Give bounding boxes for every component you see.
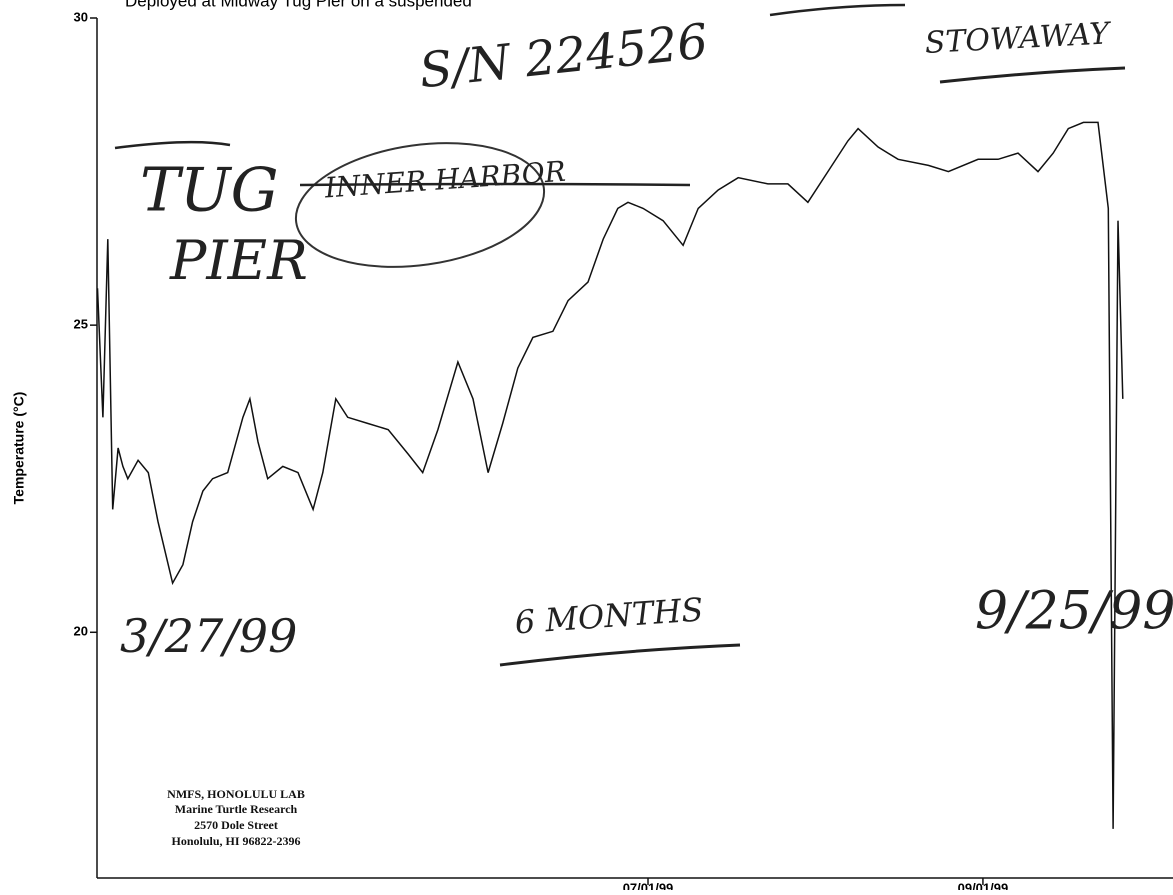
handwritten-note: INNER HARBOR xyxy=(323,155,567,205)
lab-address-line: 2570 Dole Street xyxy=(194,818,278,832)
handwritten-note: 9/25/99 xyxy=(975,582,1173,642)
x-tick-label: 07/01/99 xyxy=(623,880,674,890)
handwritten-note: PIER xyxy=(169,229,308,292)
x-tick-label: 09/01/99 xyxy=(958,880,1009,890)
lab-address-line: Honolulu, HI 96822-2396 xyxy=(171,834,300,848)
ink-underline xyxy=(939,66,1126,84)
lab-address-line: Marine Turtle Research xyxy=(175,802,298,816)
ink-stroke xyxy=(769,3,906,17)
y-axis-label: Temperature (°C) xyxy=(11,392,27,505)
chart-title: Deployed at Midway Tug Pier on a suspend… xyxy=(125,0,472,10)
handwritten-note: S/N 224526 xyxy=(417,13,711,99)
temperature-line xyxy=(96,121,1124,829)
ink-stroke xyxy=(299,182,691,187)
handwritten-note: 6 MONTHS xyxy=(514,590,705,641)
y-tick-label: 20 xyxy=(74,624,88,639)
ink-underline xyxy=(499,643,741,667)
y-tick-label: 25 xyxy=(74,317,88,332)
handwritten-note: 3/27/99 xyxy=(120,609,297,663)
y-tick-label: 30 xyxy=(74,9,88,24)
ink-stroke xyxy=(114,140,231,150)
handwritten-note: STOWAWAY xyxy=(924,16,1113,61)
lab-address-line: NMFS, HONOLULU LAB xyxy=(167,787,305,801)
handwritten-note: TUG xyxy=(140,156,279,226)
ink-circle xyxy=(294,142,546,268)
